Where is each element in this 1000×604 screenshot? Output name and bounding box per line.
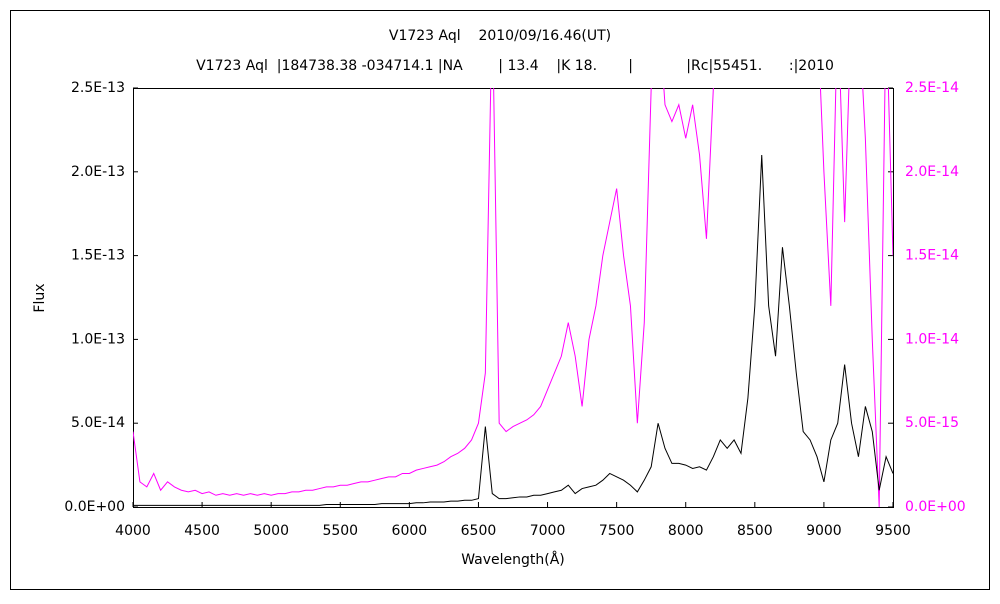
x-tick-label: 7000: [530, 523, 566, 539]
y2-tick-label: 2.5E-14: [905, 80, 959, 96]
x-tick-label: 6500: [461, 523, 497, 539]
y-axis-label: Flux: [32, 283, 48, 312]
x-tick-label: 9500: [875, 523, 911, 539]
series-line: [133, 88, 893, 507]
y2-tick-label: 5.0E-15: [905, 415, 959, 431]
x-axis-label: Wavelength(Å): [461, 551, 565, 568]
x-tick-label: 6000: [392, 523, 428, 539]
x-tick-label: 8500: [737, 523, 773, 539]
frame: [10, 10, 990, 590]
series-line: [133, 155, 893, 506]
y-tick-label: 1.0E-13: [71, 331, 125, 347]
x-tick-label: 9000: [806, 523, 842, 539]
chart-subtitle: V1723 Aql |184738.38 -034714.1 |NA | 13.…: [196, 58, 834, 74]
plot-area: [133, 88, 894, 508]
y2-tick-label: 2.0E-14: [905, 164, 959, 180]
x-tick-label: 4500: [184, 523, 220, 539]
plot-clip: [133, 88, 893, 507]
x-tick-label: 5500: [322, 523, 358, 539]
x-tick-label: 5000: [253, 523, 289, 539]
y-tick-label: 2.5E-13: [71, 80, 125, 96]
chart-title: V1723 Aql 2010/09/16.46(UT): [389, 28, 611, 44]
y2-tick-label: 0.0E+00: [905, 499, 966, 515]
x-tick-label: 7500: [599, 523, 635, 539]
x-tick-label: 8000: [668, 523, 704, 539]
y-tick-label: 2.0E-13: [71, 164, 125, 180]
y-tick-label: 5.0E-14: [71, 415, 125, 431]
y2-tick-label: 1.0E-14: [905, 331, 959, 347]
x-tick-label: 4000: [115, 523, 151, 539]
y-tick-label: 1.5E-13: [71, 248, 125, 264]
y2-tick-label: 1.5E-14: [905, 248, 959, 264]
y-tick-label: 0.0E+00: [64, 499, 125, 515]
